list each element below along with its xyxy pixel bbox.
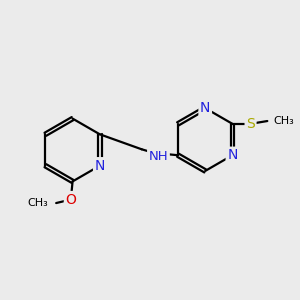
Text: CH₃: CH₃ [274,116,294,126]
Text: S: S [246,117,255,131]
Text: CH₃: CH₃ [28,198,49,208]
Text: N: N [94,159,105,173]
Text: N: N [227,148,238,162]
Text: N: N [200,101,210,115]
Text: NH: NH [148,150,168,163]
Text: O: O [65,193,76,207]
